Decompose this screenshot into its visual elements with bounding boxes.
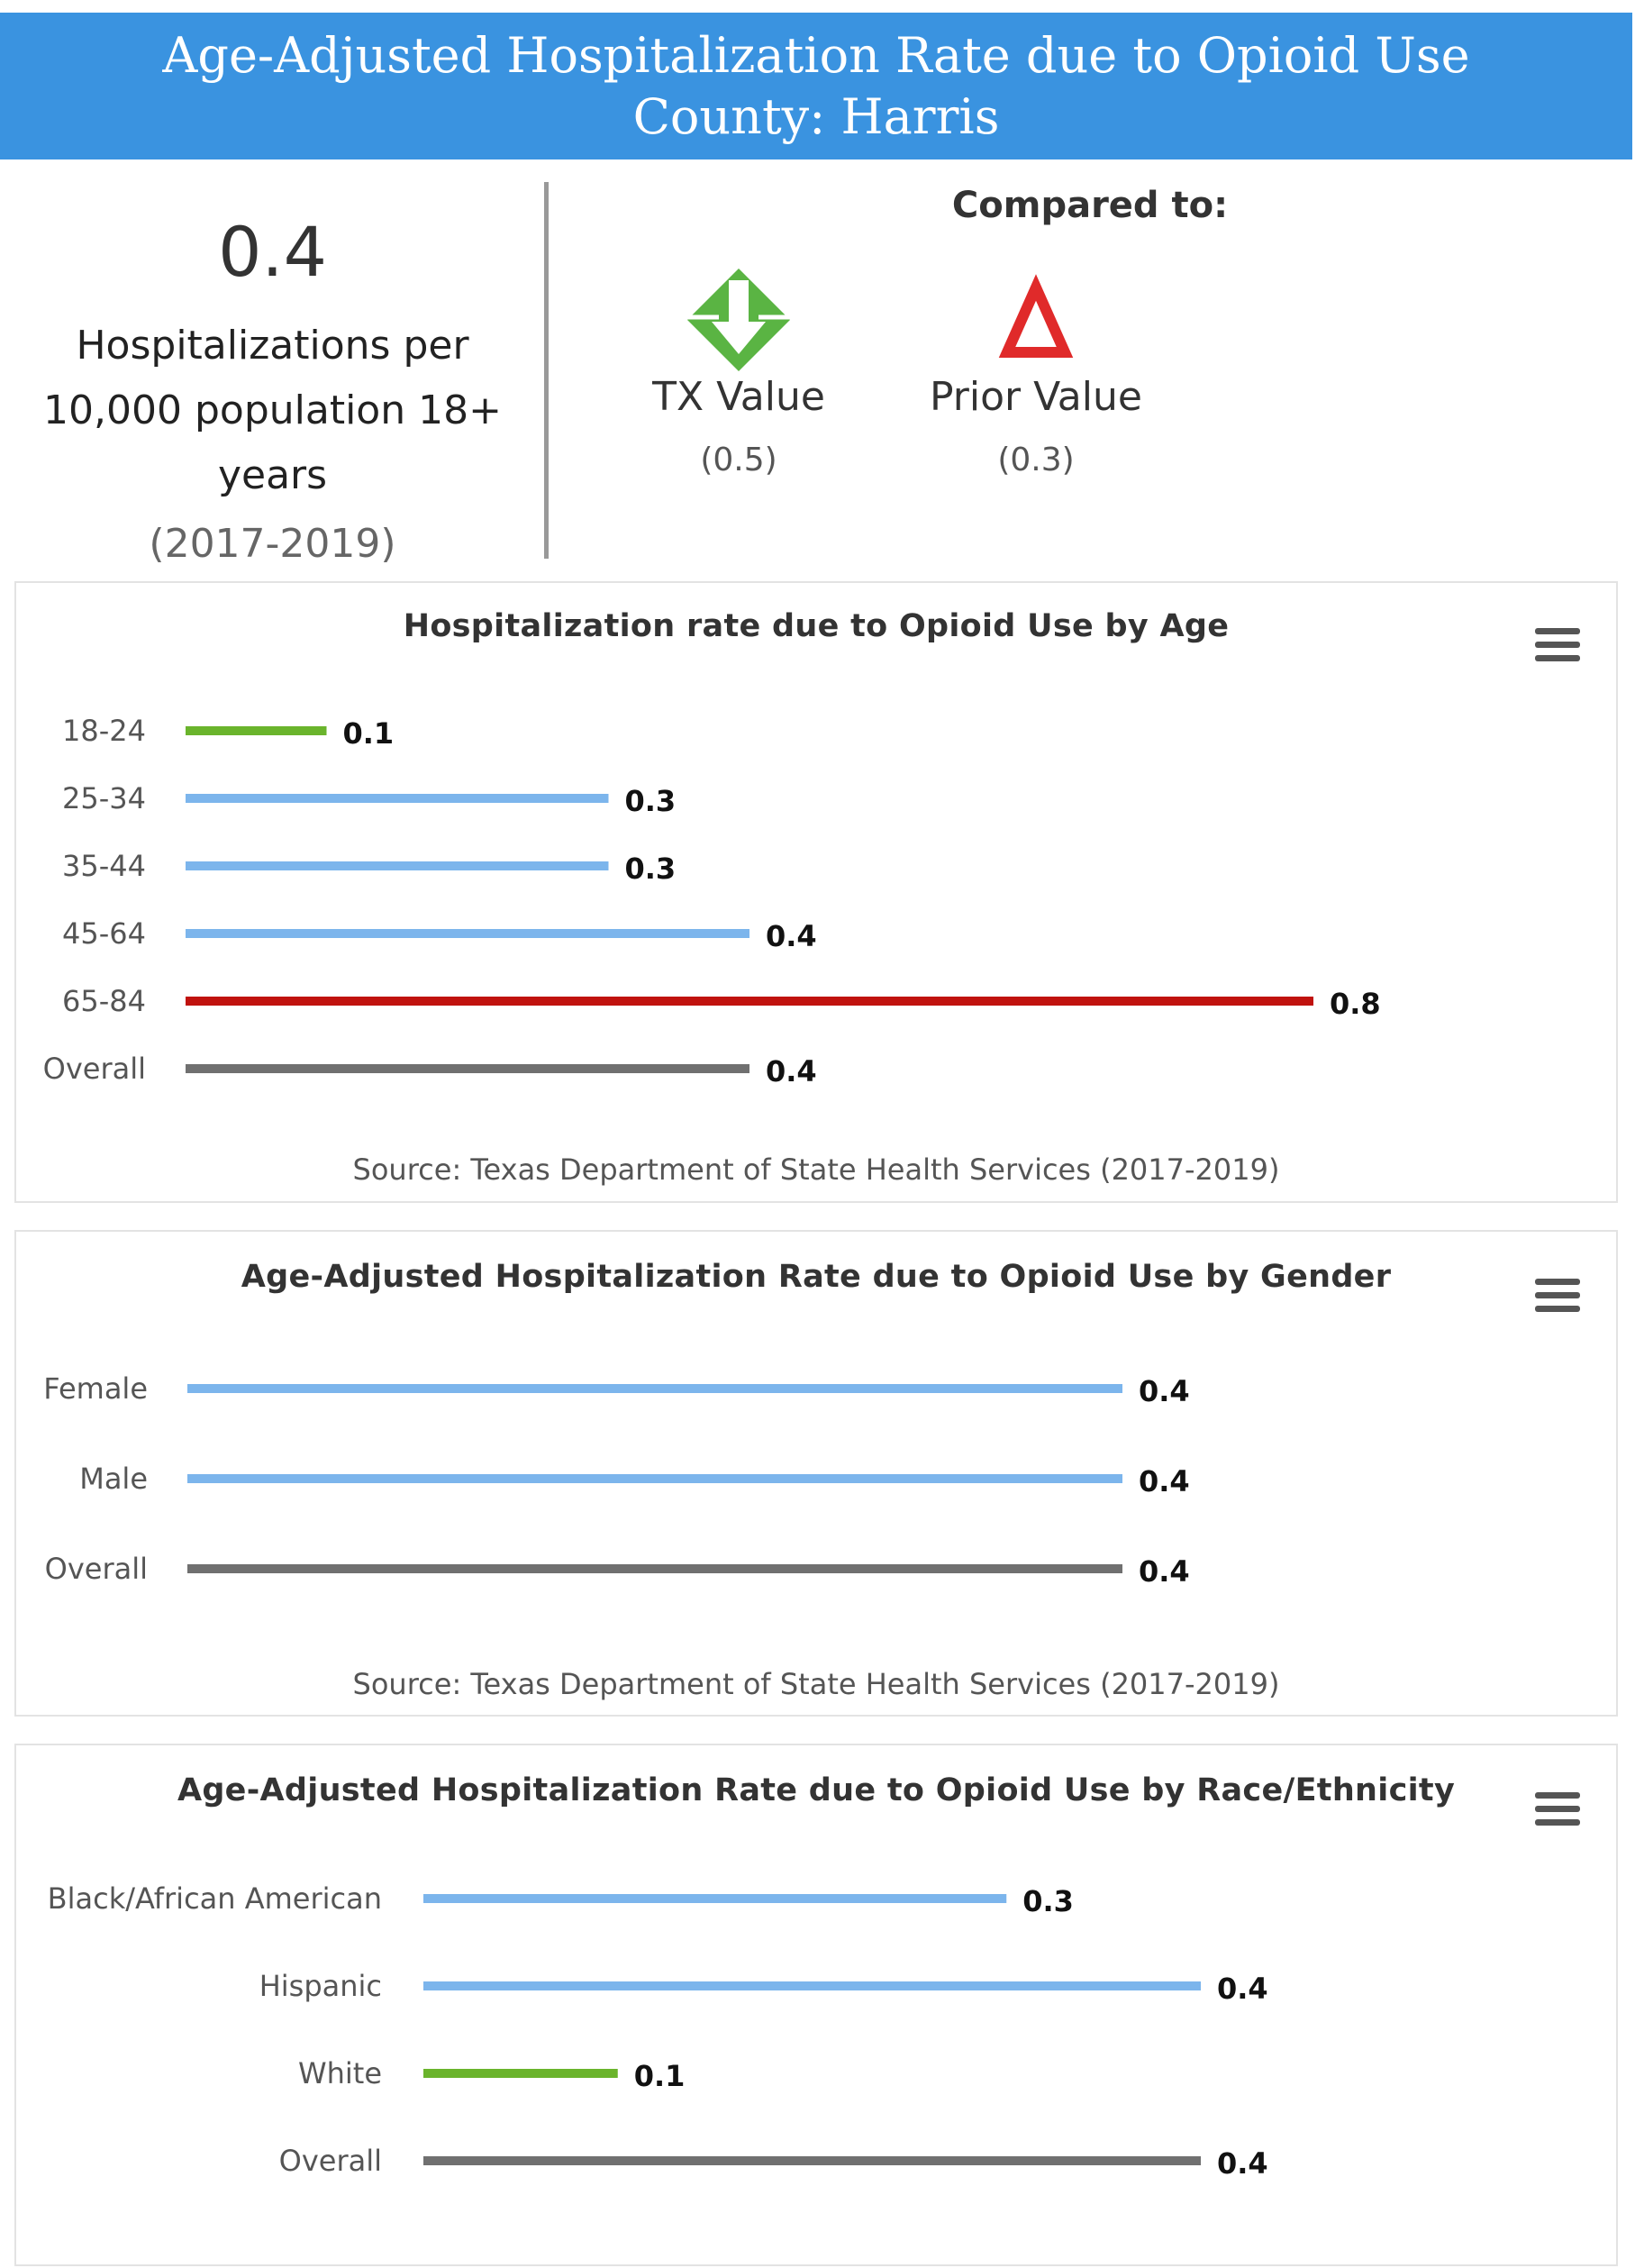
bar-female[interactable] xyxy=(187,1384,1122,1393)
red-triangle-up-icon xyxy=(847,266,1225,374)
chart-title: Age-Adjusted Hospitalization Rate due to… xyxy=(177,1772,1456,1808)
chart-panel-gender: Age-Adjusted Hospitalization Rate due to… xyxy=(14,1230,1618,1717)
page-title: Age-Adjusted Hospitalization Rate due to… xyxy=(162,27,1470,84)
category-label: 65-84 xyxy=(62,984,146,1018)
indicator-description: Hospitalizations per 10,000 population 1… xyxy=(43,323,502,498)
indicator-value: 0.4 xyxy=(218,212,327,292)
data-label: 0.4 xyxy=(766,919,817,953)
bar-65-84[interactable] xyxy=(186,997,1313,1006)
data-label: 0.4 xyxy=(1217,2146,1268,2181)
category-label: Female xyxy=(43,1371,148,1406)
category-label: Overall xyxy=(43,1052,146,1086)
category-label: 18-24 xyxy=(62,714,146,748)
data-label: 0.4 xyxy=(1139,1464,1190,1498)
race-ethnicity-bar-chart: Black/African American 0.3 Hispanic 0.4 Whit… xyxy=(48,1881,1268,2181)
data-label: 0.1 xyxy=(634,2059,686,2093)
bar-45-64[interactable] xyxy=(186,929,749,938)
bar-white[interactable] xyxy=(423,2069,618,2078)
data-label: 0.4 xyxy=(1139,1374,1190,1408)
category-label: 45-64 xyxy=(62,916,146,951)
tx-value-label: TX Value xyxy=(652,374,825,420)
summary-divider xyxy=(544,182,549,559)
data-label: 0.3 xyxy=(625,852,677,886)
gender-bar-chart: Female 0.4 Male 0.4 Overall 0.4 xyxy=(43,1371,1190,1589)
green-diamond-down-arrow-icon xyxy=(550,266,928,374)
category-label: Male xyxy=(79,1462,148,1496)
chart-title: Hospitalization rate due to Opioid Use b… xyxy=(403,608,1230,644)
menu-icon[interactable] xyxy=(1535,628,1580,662)
menu-icon[interactable] xyxy=(1535,1279,1580,1313)
data-label: 0.3 xyxy=(1022,1884,1074,1918)
prior-value: (0.3) xyxy=(997,442,1075,478)
bar-male[interactable] xyxy=(187,1474,1122,1483)
county-subtitle: County: Harris xyxy=(632,88,1000,145)
category-label: Black/African American xyxy=(48,1881,382,1916)
chart-panel-age: Hospitalization rate due to Opioid Use b… xyxy=(14,581,1618,1203)
category-label: 35-44 xyxy=(62,849,146,883)
summary-section: 0.4 Hospitalizations per 10,000 populati… xyxy=(0,162,1635,577)
bar-35-44[interactable] xyxy=(186,861,609,870)
chart-title: Age-Adjusted Hospitalization Rate due to… xyxy=(241,1259,1392,1295)
data-label: 0.4 xyxy=(1139,1554,1190,1589)
category-label: White xyxy=(298,2056,382,2090)
chart-panel-race-ethnicity: Age-Adjusted Hospitalization Rate due to… xyxy=(14,1744,1618,2266)
bar-25-34[interactable] xyxy=(186,794,609,803)
bar-18-24[interactable] xyxy=(186,726,327,735)
data-label: 0.3 xyxy=(625,784,677,818)
indicator-period: (2017-2019) xyxy=(149,521,396,567)
prior-value-label: Prior Value xyxy=(930,374,1142,420)
category-label: Hispanic xyxy=(259,1969,382,2003)
bar-black-african-american[interactable] xyxy=(423,1894,1007,1903)
compared-to-label: Compared to: xyxy=(951,185,1229,226)
category-label: 25-34 xyxy=(62,781,146,815)
data-label: 0.1 xyxy=(343,716,395,751)
bar-overall[interactable] xyxy=(186,1064,749,1073)
page-header: Age-Adjusted Hospitalization Rate due to… xyxy=(0,13,1632,159)
chart-source: Source: Texas Department of State Health… xyxy=(352,1152,1280,1187)
data-label: 0.4 xyxy=(1217,1972,1268,2006)
data-label: 0.4 xyxy=(766,1054,817,1088)
data-label: 0.8 xyxy=(1330,987,1381,1021)
category-label: Overall xyxy=(45,1552,148,1586)
bar-overall[interactable] xyxy=(423,2156,1201,2165)
tx-value: (0.5) xyxy=(700,442,777,478)
age-bar-chart: 18-24 0.1 25-34 0.3 35-44 0.3 45-64 0.4 65-84 0.8… xyxy=(43,714,1381,1088)
bar-overall[interactable] xyxy=(187,1564,1122,1573)
chart-source: Source: Texas Department of State Health… xyxy=(352,1667,1280,1701)
menu-icon[interactable] xyxy=(1535,1792,1580,1826)
category-label: Overall xyxy=(279,2144,382,2178)
bar-hispanic[interactable] xyxy=(423,1981,1201,1990)
